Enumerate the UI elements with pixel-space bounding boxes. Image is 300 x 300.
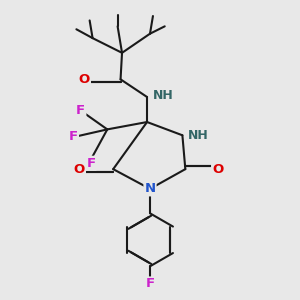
Text: NH: NH [188, 129, 209, 142]
Text: F: F [69, 130, 78, 143]
Text: F: F [76, 104, 86, 117]
Text: O: O [79, 73, 90, 86]
Text: O: O [212, 163, 223, 176]
Text: N: N [144, 182, 156, 195]
Text: F: F [86, 157, 96, 170]
Text: F: F [146, 278, 154, 290]
Text: O: O [74, 163, 85, 176]
Text: NH: NH [153, 89, 174, 102]
